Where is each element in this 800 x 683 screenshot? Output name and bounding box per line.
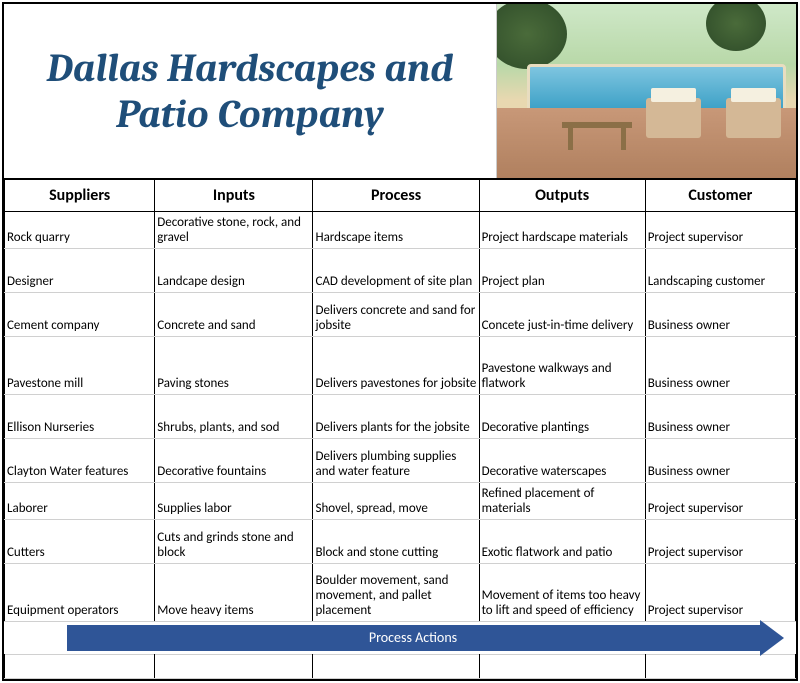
table-cell: CAD development of site plan	[313, 249, 479, 293]
table-cell: Business owner	[645, 337, 795, 395]
col-process: Process	[313, 180, 479, 212]
table-cell: Decorative fountains	[155, 439, 313, 483]
table-cell: Refined placement of materials	[479, 483, 645, 520]
table-cell: Cement company	[5, 293, 155, 337]
table-cell: Project hardscape materials	[479, 212, 645, 249]
header: Dallas Hardscapes and Patio Company	[4, 4, 796, 180]
table-row: Rock quarryDecorative stone, rock, and g…	[5, 212, 796, 249]
col-suppliers: Suppliers	[5, 180, 155, 212]
table-cell: Project supervisor	[645, 564, 795, 622]
table-cell: Move heavy items	[155, 564, 313, 622]
table-cell: Shovel, spread, move	[313, 483, 479, 520]
table-cell: Exotic flatwork and patio	[479, 520, 645, 564]
table-cell: Equipment operators	[5, 564, 155, 622]
process-arrow: Process Actions	[67, 625, 784, 651]
table-cell: Project supervisor	[645, 212, 795, 249]
table-cell: Delivers plumbing supplies and water fea…	[313, 439, 479, 483]
table-cell: Project supervisor	[645, 520, 795, 564]
table-row: LaborerSupplies laborShovel, spread, mov…	[5, 483, 796, 520]
table-row: Cement companyConcrete and sandDelivers …	[5, 293, 796, 337]
table-cell: Paving stones	[155, 337, 313, 395]
table-cell: Shrubs, plants, and sod	[155, 395, 313, 439]
table-cell: Ellison Nurseries	[5, 395, 155, 439]
arrow-head-icon	[760, 620, 784, 656]
table-cell: Concrete and sand	[155, 293, 313, 337]
table-row: DesignerLandcape designCAD development o…	[5, 249, 796, 293]
table-row: Equipment operatorsMove heavy itemsBould…	[5, 564, 796, 622]
table-cell: Rock quarry	[5, 212, 155, 249]
process-arrow-label: Process Actions	[67, 625, 760, 651]
table-cell: Concete just-in-time delivery	[479, 293, 645, 337]
table-cell: Project supervisor	[645, 483, 795, 520]
table-cell: Clayton Water features	[5, 439, 155, 483]
table-cell: Decorative plantings	[479, 395, 645, 439]
table-cell: Business owner	[645, 439, 795, 483]
table-cell: Pavestone walkways and flatwork	[479, 337, 645, 395]
table-cell: Cutters	[5, 520, 155, 564]
company-title: Dallas Hardscapes and Patio Company	[12, 45, 488, 137]
table-cell: Decorative waterscapes	[479, 439, 645, 483]
table-header-row: Suppliers Inputs Process Outputs Custome…	[5, 180, 796, 212]
table-row: Clayton Water featuresDecorative fountai…	[5, 439, 796, 483]
table-cell: Delivers concrete and sand for jobsite	[313, 293, 479, 337]
col-inputs: Inputs	[155, 180, 313, 212]
table-cell: Laborer	[5, 483, 155, 520]
table-cell: Movement of items too heavy to lift and …	[479, 564, 645, 622]
page-container: Dallas Hardscapes and Patio Company Supp…	[2, 2, 798, 681]
table-cell: Landscaping customer	[645, 249, 795, 293]
table-cell: Designer	[5, 249, 155, 293]
trailing-grid	[4, 654, 796, 679]
title-area: Dallas Hardscapes and Patio Company	[4, 4, 496, 178]
table-cell: Landcape design	[155, 249, 313, 293]
table-cell: Block and stone cutting	[313, 520, 479, 564]
table-cell: Cuts and grinds stone and block	[155, 520, 313, 564]
table-cell: Delivers plants for the jobsite	[313, 395, 479, 439]
table-cell: Business owner	[645, 293, 795, 337]
table-cell: Supplies labor	[155, 483, 313, 520]
table-cell: Pavestone mill	[5, 337, 155, 395]
table-cell: Decorative stone, rock, and gravel	[155, 212, 313, 249]
table-cell: Boulder movement, sand movement, and pal…	[313, 564, 479, 622]
table-row: Pavestone millPaving stonesDelivers pave…	[5, 337, 796, 395]
table-cell: Project plan	[479, 249, 645, 293]
table-cell: Hardscape items	[313, 212, 479, 249]
table-cell: Business owner	[645, 395, 795, 439]
sipoc-table: Suppliers Inputs Process Outputs Custome…	[4, 180, 796, 654]
process-arrow-row: Process Actions	[5, 622, 796, 655]
patio-photo	[496, 4, 796, 178]
table-cell: Delivers pavestones for jobsite	[313, 337, 479, 395]
col-outputs: Outputs	[479, 180, 645, 212]
table-row: Ellison NurseriesShrubs, plants, and sod…	[5, 395, 796, 439]
col-customer: Customer	[645, 180, 795, 212]
table-row: CuttersCuts and grinds stone and blockBl…	[5, 520, 796, 564]
